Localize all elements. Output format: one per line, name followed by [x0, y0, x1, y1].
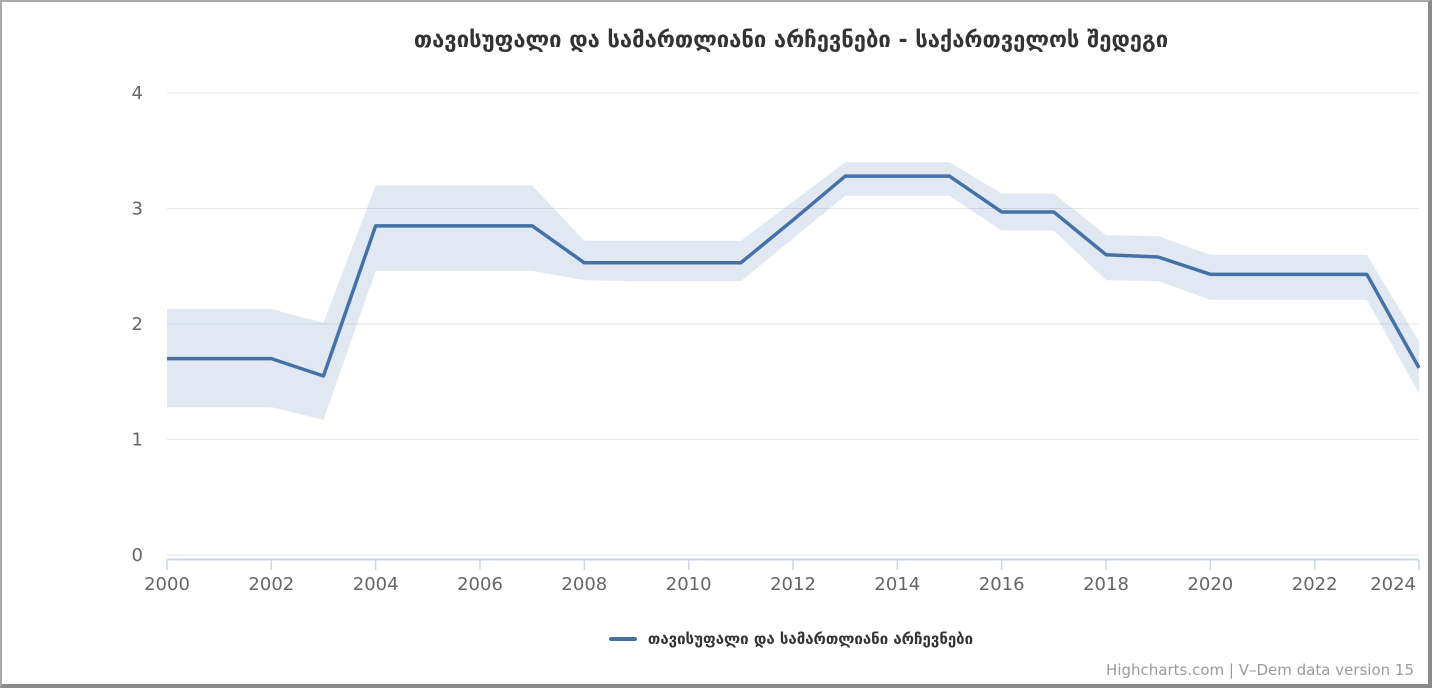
y-axis-label-3: 3: [132, 199, 143, 220]
legend-line-marker: [608, 637, 637, 641]
x-axis-label-2000: 2000: [144, 574, 190, 595]
series-line[interactable]: [167, 174, 1421, 378]
y-axis-label-4: 4: [132, 83, 143, 104]
x-axis-label-2014: 2014: [874, 574, 920, 595]
chart-title: თავისუფალი და სამართლიანი არჩევნები - სა…: [413, 28, 1169, 53]
x-axis-label-2008: 2008: [561, 574, 607, 595]
legend-label: თავისუფალი და სამართლიანი არჩევნები: [647, 630, 974, 648]
x-axis-label-2002: 2002: [248, 574, 294, 595]
x-axis-label-2012: 2012: [770, 574, 816, 595]
x-axis-label-2016: 2016: [979, 574, 1025, 595]
x-axis-label-2004: 2004: [353, 574, 399, 595]
x-axis-label-2018: 2018: [1083, 574, 1129, 595]
x-axis-label-2022: 2022: [1292, 574, 1338, 595]
credits-link[interactable]: Highcharts.com | V–Dem data version 15: [1106, 661, 1414, 679]
x-axis-label-2010: 2010: [666, 574, 712, 595]
y-axis-label-0: 0: [132, 545, 143, 566]
y-axis-label-1: 1: [132, 430, 143, 451]
x-axis-label-2020: 2020: [1187, 574, 1233, 595]
x-axis-label-2024: 2024: [1370, 574, 1416, 595]
y-axis-label-2: 2: [132, 314, 143, 335]
legend-item[interactable]: თავისუფალი და სამართლიანი არჩევნები: [165, 630, 1417, 648]
x-axis-label-2006: 2006: [457, 574, 503, 595]
plot-svg: 0 1 2 3 4 2000 2002 2004 2006 2008 2010 2012 2014 201…: [132, 83, 1421, 595]
